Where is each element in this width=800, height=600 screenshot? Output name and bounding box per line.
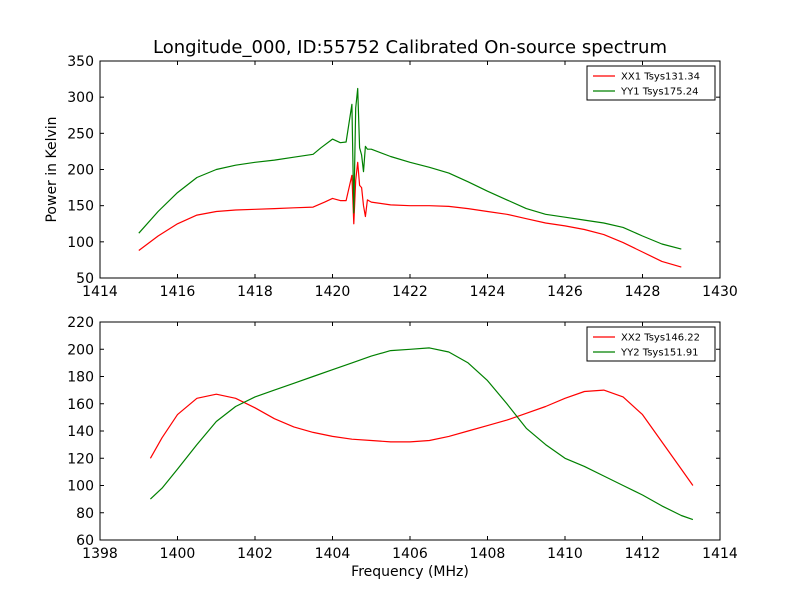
legend-entry: XX2 Tsys146.22 — [621, 333, 700, 344]
y-tick-label: 60 — [76, 533, 94, 549]
x-tick-label: 1422 — [392, 284, 428, 300]
legend-box — [586, 65, 716, 101]
y-axis-label: Power in Kelvin — [44, 116, 60, 222]
x-tick-label: 1418 — [237, 284, 273, 300]
y-tick-label: 150 — [67, 199, 94, 215]
series-line-xx1 — [138, 161, 682, 268]
x-tick-label: 1420 — [315, 284, 351, 300]
x-tick-label: 1408 — [470, 546, 506, 562]
x-tick-label: 1430 — [702, 284, 738, 300]
x-tick-label: 1400 — [160, 546, 196, 562]
chart-title: Longitude_000, ID:55752 Calibrated On-so… — [153, 37, 667, 58]
x-tick-label: 1414 — [702, 546, 738, 562]
legend: XX1 Tsys131.34 YY1 Tsys175.24 — [586, 65, 716, 101]
x-tick-label: 1398 — [82, 546, 118, 562]
x-tick-label: 1404 — [315, 546, 351, 562]
y-tick-label: 160 — [67, 397, 94, 413]
y-tick-label: 80 — [76, 506, 94, 522]
x-tick-label: 1424 — [470, 284, 506, 300]
x-tick-label: 1416 — [160, 284, 196, 300]
legend-entry: YY2 Tsys151.91 — [620, 348, 699, 359]
x-axis-label: Frequency (MHz) — [351, 564, 469, 580]
series-line-yy1 — [138, 87, 682, 250]
y-tick-label: 200 — [67, 342, 94, 358]
top-panel: 1414 1416 1418 1420 1422 1424 1426 1428 1430 50 10… — [44, 54, 738, 300]
y-tick-label: 100 — [67, 479, 94, 495]
legend: XX2 Tsys146.22 YY2 Tsys151.91 — [586, 326, 716, 362]
y-tick-label: 50 — [76, 271, 94, 287]
bottom-panel: 1398 1400 1402 1404 1406 1408 1410 1412 1414 60 80… — [67, 315, 738, 580]
x-tick-label: 1426 — [547, 284, 583, 300]
y-tick-label: 200 — [67, 163, 94, 179]
y-tick-label: 350 — [67, 54, 94, 70]
y-tick-label: 250 — [67, 126, 94, 142]
legend-box — [586, 326, 716, 362]
x-tick-label: 1410 — [547, 546, 583, 562]
x-tick-label: 1402 — [237, 546, 273, 562]
series-line-xx2 — [149, 389, 694, 486]
y-tick-label: 140 — [67, 424, 94, 440]
x-tick-label: 1428 — [625, 284, 661, 300]
x-tick-label: 1412 — [625, 546, 661, 562]
y-tick-label: 220 — [67, 315, 94, 331]
series-line-yy2 — [149, 347, 694, 521]
x-tick-label: 1406 — [392, 546, 428, 562]
legend-entry: XX1 Tsys131.34 — [621, 72, 700, 83]
y-tick-label: 120 — [67, 451, 94, 467]
y-tick-label: 300 — [67, 90, 94, 106]
y-tick-label: 100 — [67, 235, 94, 251]
y-tick-label: 180 — [67, 370, 94, 386]
x-tick-label: 1414 — [82, 284, 118, 300]
legend-entry: YY1 Tsys175.24 — [620, 87, 699, 98]
